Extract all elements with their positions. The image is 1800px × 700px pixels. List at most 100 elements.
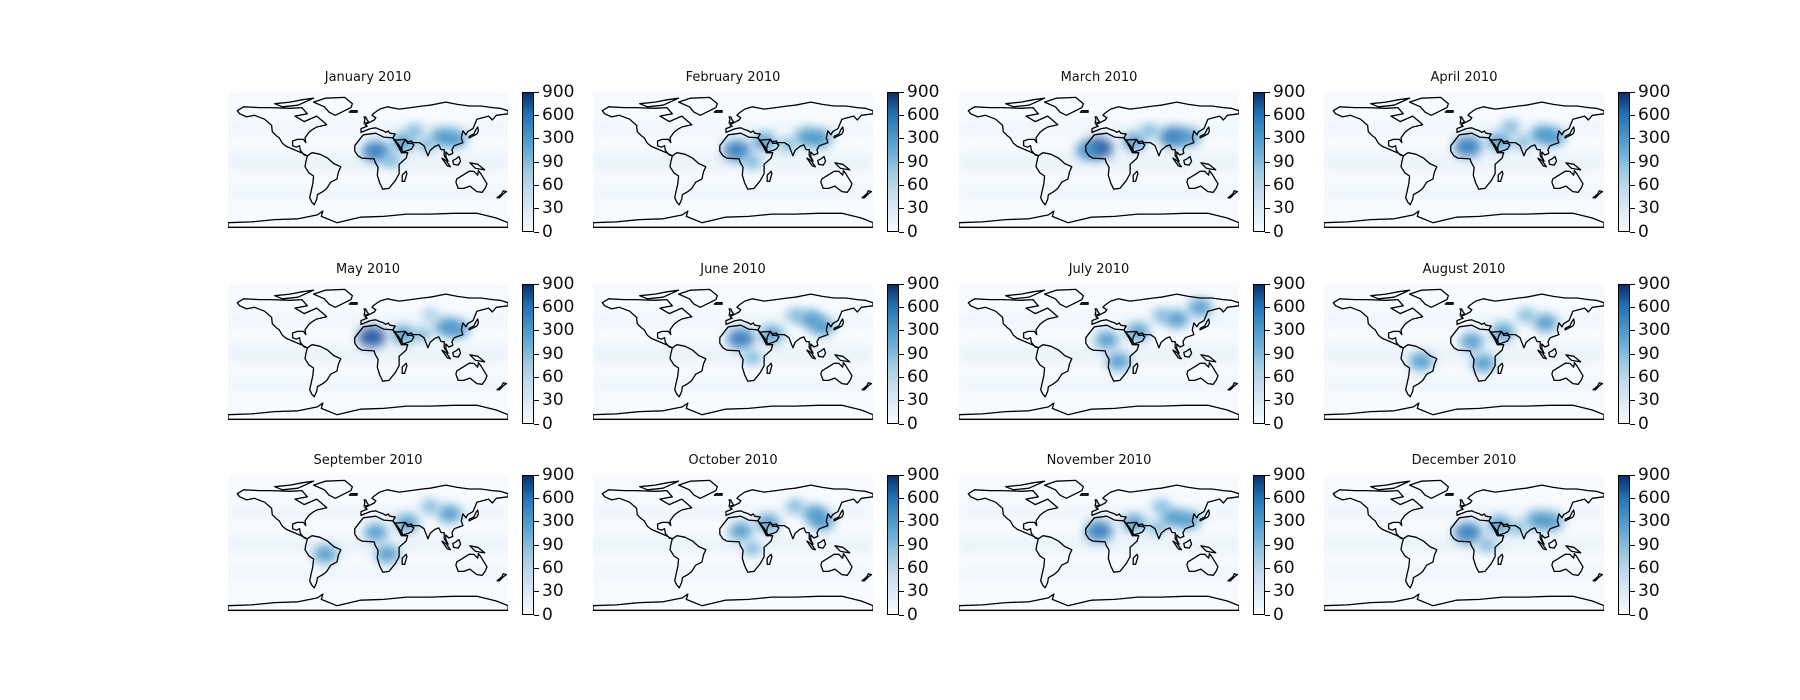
colorbar-tick-label: 0 [1638,413,1649,434]
coastline-borneo [1548,347,1558,358]
panel-title: March 2010 [1060,70,1138,85]
map-panel: June 2010 0 30 60 90 300 600 900 [593,262,953,432]
coastline-sumatra [1537,157,1548,168]
colorbar-tick [1265,91,1270,93]
colorbar-tick [1630,376,1635,378]
colorbar-tick [1630,231,1635,233]
coastline-arctic-islands [639,480,680,491]
colorbar-tick [1630,208,1635,210]
colorbar [1618,475,1630,615]
coastline-arabia-gulf [758,138,780,153]
coastline-iceland [713,110,723,113]
colorbar-tick [1265,474,1270,476]
coastline-japan [1199,318,1211,331]
panel-title: October 2010 [688,453,778,468]
background-band [593,346,873,362]
coastline-sumatra [1172,349,1183,360]
colorbar [1253,284,1265,424]
map-svg [959,92,1239,232]
coastline-greenland [1043,288,1085,308]
coastline-new-zealand [496,573,508,582]
coastline-iceland [713,493,723,496]
coastline-new-guinea [469,354,486,363]
colorbar-tick [534,161,539,163]
coastline-madagascar [401,553,408,566]
coastline-australia [820,169,853,193]
colorbar-tick-label: 30 [542,198,564,219]
map-panel: April 2010 0 30 60 90 300 600 900 [1324,70,1684,240]
coastline-australia [455,361,488,385]
coastline-new-zealand [861,573,873,582]
colorbar-tick [1630,474,1635,476]
map-svg [593,475,873,615]
coastline-greenland [312,96,354,116]
coastline-greenland [312,288,354,308]
colorbar-tick-label: 600 [1273,104,1306,125]
coastline-borneo [817,155,827,166]
colorbar [522,92,534,232]
colorbar-tick-label: 30 [1273,390,1295,411]
coastline-sumatra [441,157,452,168]
coastline-arabia-gulf [393,521,415,536]
map-panel: March 2010 0 30 60 90 300 600 900 [959,70,1319,240]
coastline-arctic-islands [1005,289,1046,300]
colorbar-tick-label: 30 [1273,198,1295,219]
coastline-sumatra [1172,540,1183,551]
colorbar-tick [1630,283,1635,285]
background-band [959,346,1239,362]
colorbar-tick [534,353,539,355]
coastline-madagascar [401,362,408,375]
value-hotspot [1152,308,1171,322]
colorbar-tick [534,184,539,186]
panel-title: September 2010 [313,453,423,468]
coastline-africa [1450,515,1505,573]
colorbar-tick-label: 0 [542,221,553,242]
background-band [228,537,508,553]
colorbar-tick-label: 900 [1638,464,1671,485]
colorbar-tick [1265,306,1270,308]
coastline-arabia-gulf [393,138,415,153]
coastline-japan [833,318,845,331]
coastline-iceland [1079,493,1089,496]
colorbar [522,284,534,424]
colorbar-tick-label: 30 [1638,198,1660,219]
colorbar-tick-label: 0 [1273,221,1284,242]
coastline-new-zealand [1227,190,1239,199]
background-band [228,568,508,580]
value-hotspot [1471,354,1496,373]
map-panel: October 2010 0 30 60 90 300 600 900 [593,453,953,623]
colorbar-tick-label: 0 [1638,221,1649,242]
background-band [228,185,508,197]
coastline-new-zealand [496,190,508,199]
coastline-sumatra [806,540,817,551]
coastline-antarctica [959,402,1239,420]
colorbar-tick [899,91,904,93]
map-svg [228,475,508,615]
colorbar-tick-label: 30 [542,581,564,602]
colorbar-tick-label: 300 [542,320,575,341]
colorbar-tick [899,353,904,355]
value-hotspot [437,504,462,523]
map-panel: September 2010 0 30 60 90 300 600 900 [228,453,588,623]
map-panel: May 2010 0 30 60 90 300 600 900 [228,262,588,432]
coastline-greenland [677,96,719,116]
map-area [959,284,1239,424]
value-hotspot [743,542,762,556]
colorbar-tick-label: 900 [907,273,940,294]
background-band [1324,568,1604,580]
coastline-madagascar [766,170,773,183]
panel-title: February 2010 [685,70,781,85]
colorbar-tick [1265,423,1270,425]
coastline-north-america [601,106,693,157]
colorbar-tick-label: 600 [542,104,575,125]
colorbar-tick [1265,376,1270,378]
colorbar-tick [534,423,539,425]
panel-title: June 2010 [700,262,766,277]
coastline-madagascar [766,553,773,566]
coastline-south-america [304,344,342,398]
colorbar-tick-label: 300 [542,511,575,532]
coastline-borneo [817,347,827,358]
colorbar-tick [899,231,904,233]
coastline-africa [354,324,409,382]
colorbar-tick-label: 600 [907,104,940,125]
